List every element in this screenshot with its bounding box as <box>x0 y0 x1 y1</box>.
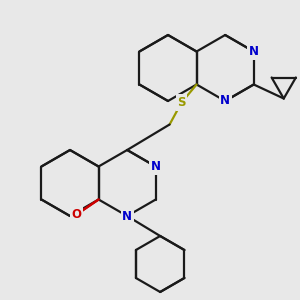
Text: N: N <box>151 160 161 173</box>
Text: N: N <box>220 94 230 107</box>
Text: N: N <box>122 209 132 223</box>
Text: O: O <box>72 208 82 221</box>
Text: S: S <box>177 96 186 109</box>
Text: N: N <box>249 45 259 58</box>
